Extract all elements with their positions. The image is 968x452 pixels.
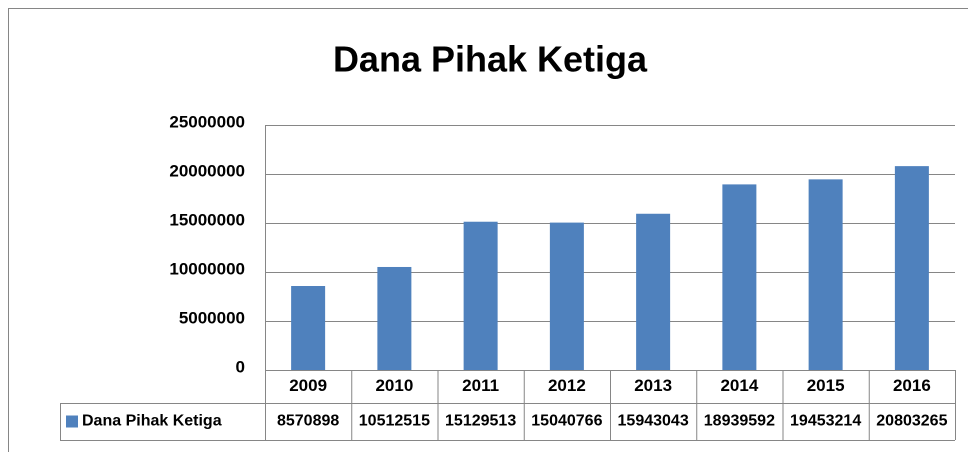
- table-value: 15943043: [618, 413, 689, 430]
- table-value: 10512515: [359, 413, 430, 430]
- bar: [463, 221, 498, 370]
- table-value: 20803265: [876, 413, 947, 430]
- table-value: 15129513: [445, 413, 516, 430]
- x-tick-label: 2009: [289, 376, 327, 395]
- chart-title: Dana Pihak Ketiga: [333, 39, 648, 80]
- y-tick-label: 20000000: [169, 161, 245, 180]
- table-value: 15040766: [531, 413, 602, 430]
- legend-label: Dana Pihak Ketiga: [82, 413, 222, 430]
- bar: [377, 266, 412, 370]
- y-tick-label: 0: [236, 357, 245, 376]
- chart-border: [8, 8, 968, 452]
- bar: [894, 166, 929, 370]
- x-tick-label: 2010: [375, 376, 413, 395]
- x-tick-label: 2016: [893, 376, 931, 395]
- table-value: 8570898: [277, 413, 339, 430]
- y-tick-label: 15000000: [169, 210, 245, 229]
- y-tick-label: 5000000: [179, 308, 245, 327]
- bar: [722, 184, 757, 370]
- bar: [549, 222, 584, 370]
- table-value: 18939592: [704, 413, 775, 430]
- x-tick-label: 2012: [548, 376, 586, 395]
- x-tick-label: 2011: [462, 376, 499, 395]
- y-tick-label: 25000000: [169, 112, 245, 131]
- bar: [636, 213, 671, 370]
- y-tick-label: 10000000: [169, 259, 245, 278]
- x-tick-label: 2014: [720, 376, 758, 395]
- legend-swatch: [66, 415, 78, 428]
- x-tick-label: 2015: [807, 376, 845, 395]
- bar: [291, 286, 326, 370]
- table-value: 19453214: [790, 413, 861, 430]
- bar: [808, 179, 843, 370]
- x-tick-label: 2013: [634, 376, 672, 395]
